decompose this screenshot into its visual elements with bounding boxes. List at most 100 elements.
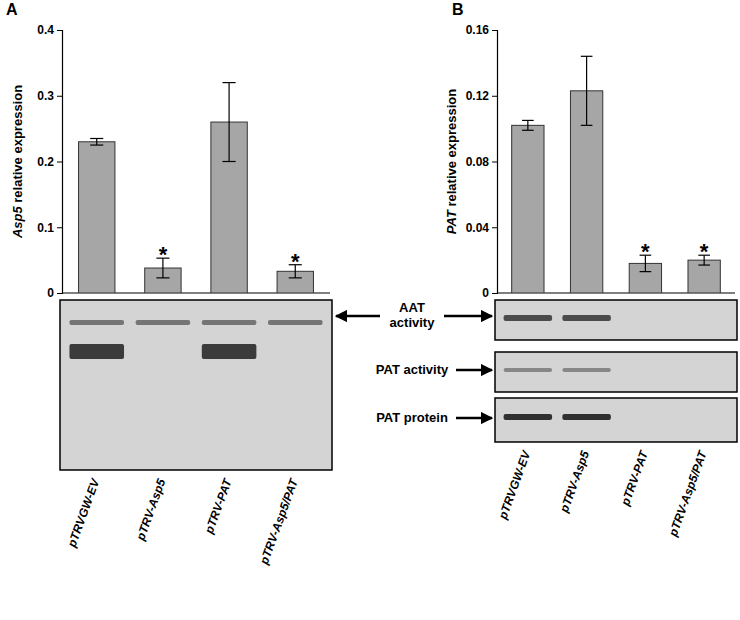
- tick: pTRV-PAT: [618, 447, 652, 508]
- blot-label: PAT activity: [376, 362, 449, 377]
- tick: pTRV-Asp5/PAT: [257, 475, 302, 567]
- blot-label: PAT protein: [376, 410, 448, 425]
- error-line: [527, 120, 528, 130]
- figure: A Asp5 relative expression 0 0.1 0.2 0.3 0.4 * *…: [0, 0, 740, 620]
- error-cap: [581, 125, 593, 126]
- blot-band: [504, 368, 552, 372]
- tick-label: 0: [47, 286, 54, 300]
- tick: pTRV-Asp5: [557, 448, 593, 515]
- y-axis: 0 0.04 0.08 0.12 0.16: [466, 23, 498, 300]
- error-bar: [522, 120, 534, 130]
- error-line: [586, 56, 587, 125]
- error-cap: [522, 120, 534, 121]
- tick-label: 0.04: [466, 221, 490, 235]
- blot: [495, 300, 737, 340]
- error-cap: [156, 277, 169, 278]
- plot-area: [512, 56, 721, 293]
- error-cap: [581, 56, 593, 57]
- category-label: pTRVGW-EV: [495, 448, 533, 522]
- axis-title: PAT relative expression: [444, 89, 459, 235]
- x-axis: pTRVGW-EV pTRV-Asp5 pTRV-PAT pTRV-Asp5/PAT: [495, 447, 710, 539]
- tick-label: 0.1: [37, 221, 54, 235]
- error-cap: [522, 130, 534, 131]
- tick: 0.3: [37, 89, 62, 103]
- blot-band: [562, 414, 610, 420]
- error-cap: [698, 264, 710, 265]
- annotation: *: [641, 239, 650, 264]
- plot-area: [79, 83, 314, 293]
- category-label: pTRV-Asp5: [557, 449, 593, 515]
- tick: 0.4: [37, 23, 62, 37]
- tick-mark: [57, 227, 62, 228]
- blot-frame: [495, 300, 737, 340]
- tick: pTRVGW-EV: [64, 476, 102, 550]
- blot-label: AATactivity: [390, 300, 436, 330]
- annotation: *: [291, 249, 300, 274]
- blot-band: [562, 368, 610, 372]
- tick: pTRVGW-EV: [495, 448, 533, 522]
- blot-band: [504, 414, 552, 420]
- error-cap: [90, 138, 103, 139]
- tick-label: 0.3: [37, 89, 54, 103]
- axis-line: [57, 31, 63, 294]
- blot-band: [562, 315, 610, 321]
- error-cap: [90, 144, 103, 145]
- annotation: *: [700, 239, 709, 264]
- error-cap: [223, 161, 236, 162]
- x-axis: pTRVGW-EV pTRV-Asp5 pTRV-PAT pTRV-Asp5/PAT: [64, 475, 301, 567]
- error-line: [96, 138, 97, 145]
- category-label: pTRV-Asp5: [133, 477, 169, 543]
- panel-letter: A: [6, 1, 18, 18]
- tick: 0.12: [466, 89, 497, 103]
- arrow: [336, 315, 380, 318]
- blot-frame: [495, 352, 737, 392]
- blot-band: [504, 315, 552, 321]
- tick-label: 0.08: [466, 155, 490, 169]
- bar: [79, 142, 115, 293]
- tick-label: 0.12: [466, 89, 490, 103]
- tick: pTRV-Asp5: [133, 476, 169, 543]
- blot-band: [69, 344, 124, 359]
- tick-mark: [492, 293, 497, 294]
- panel: A Asp5 relative expression 0 0.1 0.2 0.3 0.4 * *…: [6, 1, 332, 567]
- category-label: pTRV-PAT: [618, 447, 652, 508]
- bar: [688, 260, 720, 293]
- tick-mark: [492, 162, 497, 163]
- blot-band: [69, 320, 124, 325]
- arrow: [456, 417, 492, 420]
- arrow: [444, 315, 492, 318]
- panel-letter: B: [452, 1, 464, 18]
- category-label: pTRV-Asp5/PAT: [665, 447, 710, 539]
- tick-label: 0: [482, 286, 489, 300]
- bar: [512, 125, 544, 293]
- tick: 0.2: [37, 155, 62, 169]
- tick: pTRV-PAT: [202, 475, 236, 536]
- error-bar: [223, 83, 236, 162]
- tick: 0.08: [466, 155, 497, 169]
- category-label: pTRV-Asp5/PAT: [257, 475, 302, 567]
- panel: B PAT relative expression 0 0.04 0.08 0.12 0.1…: [444, 1, 737, 539]
- tick-mark: [492, 30, 497, 31]
- annotation: *: [159, 242, 168, 267]
- error-bar: [581, 56, 593, 125]
- tick-mark: [57, 293, 62, 294]
- tick: 0.16: [466, 23, 497, 37]
- blot: [60, 300, 332, 470]
- tick: pTRV-Asp5/PAT: [665, 447, 710, 539]
- axis-line: [492, 31, 498, 294]
- tick: 0.1: [37, 221, 62, 235]
- category-label: pTRV-PAT: [202, 475, 236, 536]
- tick-mark: [57, 96, 62, 97]
- blot: [495, 352, 737, 392]
- blot-band: [202, 344, 257, 359]
- y-axis: 0 0.1 0.2 0.3 0.4: [37, 23, 62, 300]
- tick-mark: [492, 96, 497, 97]
- blot: [495, 398, 737, 442]
- arrow: [456, 369, 492, 372]
- blot-frame: [60, 300, 332, 470]
- error-line: [228, 83, 229, 162]
- error-bar: [90, 138, 103, 145]
- tick: 0.04: [466, 221, 497, 235]
- axis-title: Asp5 relative expression: [10, 85, 25, 239]
- error-cap: [223, 82, 236, 83]
